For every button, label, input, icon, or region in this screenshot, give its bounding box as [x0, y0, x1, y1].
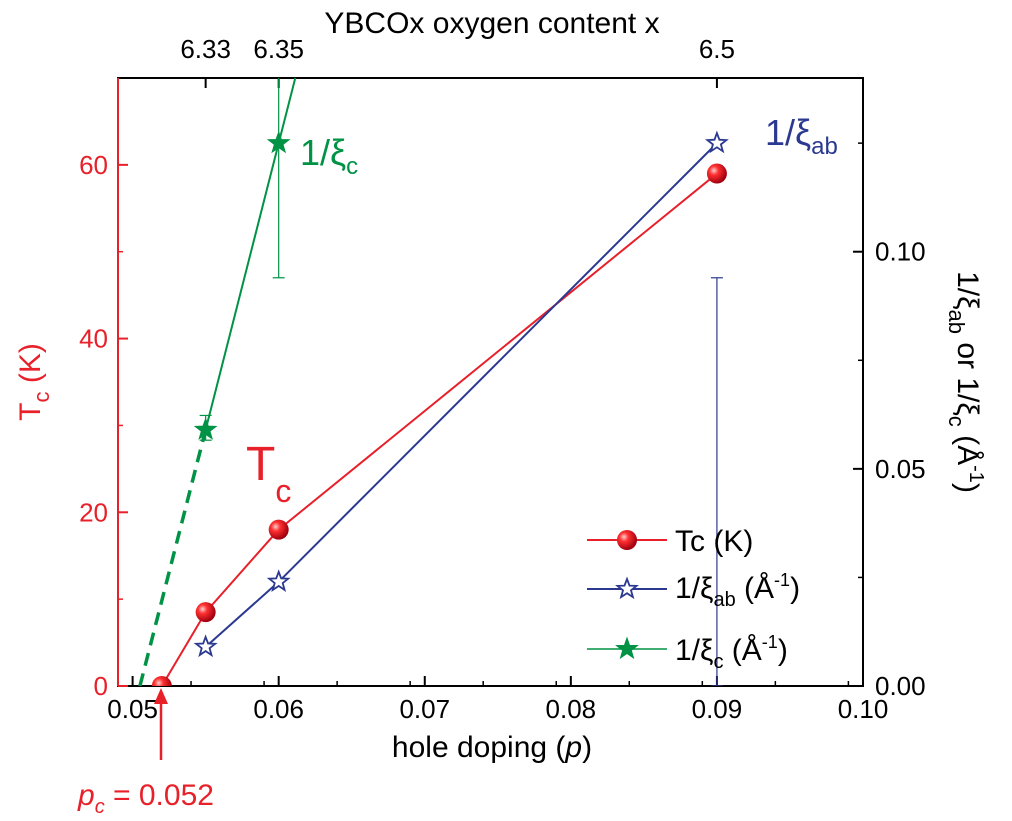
x-tick-label: 0.08	[546, 694, 597, 724]
plot-data	[138, 78, 729, 686]
data-point	[193, 634, 218, 658]
top-axis-ticks: 6.33 6.35 6.5	[180, 34, 735, 88]
data-point	[266, 130, 291, 154]
x-tick-label: 0.05	[107, 694, 158, 724]
pc-arrow-head	[154, 688, 168, 704]
legend-label-tc: Tc (K)	[675, 525, 753, 558]
x-tick-label: 0.06	[253, 694, 304, 724]
data-point	[704, 130, 729, 154]
y-right-axis-ticks: 0.00 0.05 0.10	[853, 142, 926, 701]
series-line	[204, 78, 297, 431]
data-point	[266, 569, 291, 592]
x-tick-label: 0.10	[838, 694, 889, 724]
data-point	[151, 676, 172, 686]
series-0	[151, 163, 727, 686]
series-2	[138, 78, 297, 686]
pc-label: pc = 0.052	[77, 779, 214, 818]
y-left-tick-label: 40	[79, 324, 108, 354]
y-left-tick-label: 0	[94, 671, 108, 701]
top-tick-label: 6.5	[699, 34, 735, 64]
legend-label-xi-c: 1/ξc (Å-1)	[675, 632, 788, 673]
legend: Tc (K) 1/ξab (Å-1) 1/ξc (Å-1)	[587, 525, 800, 673]
legend-marker-xi-ab	[615, 576, 639, 600]
top-tick-label: 6.33	[180, 34, 231, 64]
data-point	[193, 417, 218, 440]
x-axis-title: hole doping (p)	[392, 731, 592, 764]
series-1	[193, 130, 729, 686]
y-right-tick-label: 0.10	[875, 237, 926, 267]
y-right-axis-title: 1/ξab or 1/ξc (Å-1)	[944, 271, 987, 493]
legend-marker-xi-c	[615, 636, 639, 660]
xi-ab-label: 1/ξab	[765, 112, 838, 160]
x-tick-label: 0.07	[399, 694, 450, 724]
tc-label: Tc	[246, 438, 291, 509]
top-tick-label: 6.35	[253, 34, 304, 64]
legend-label-xi-ab: 1/ξab (Å-1)	[675, 570, 800, 611]
x-axis-ticks: 0.05 0.06 0.07 0.08 0.09 0.10	[107, 676, 888, 724]
xi-c-label: 1/ξc	[300, 132, 358, 180]
y-left-tick-label: 60	[79, 150, 108, 180]
legend-marker-tc	[617, 530, 637, 550]
extrapolation-line	[138, 429, 208, 686]
top-axis-title: YBCOx oxygen content x	[324, 7, 659, 40]
y-right-tick-label: 0.05	[875, 454, 926, 484]
data-point	[706, 163, 727, 184]
series-line	[204, 142, 718, 648]
top-axis-title-text: YBCOx oxygen content x	[324, 7, 659, 40]
data-point	[268, 519, 289, 540]
pc-annotation: pc = 0.052	[77, 688, 214, 818]
series-line	[160, 172, 718, 686]
y-left-tick-label: 20	[79, 497, 108, 527]
y-right-tick-label: 0.00	[875, 671, 926, 701]
y-left-axis-ticks: 0 20 40 60	[79, 78, 128, 701]
y-left-axis-title: Tc (K)	[14, 343, 54, 421]
x-tick-label: 0.09	[692, 694, 743, 724]
data-point	[195, 602, 216, 623]
